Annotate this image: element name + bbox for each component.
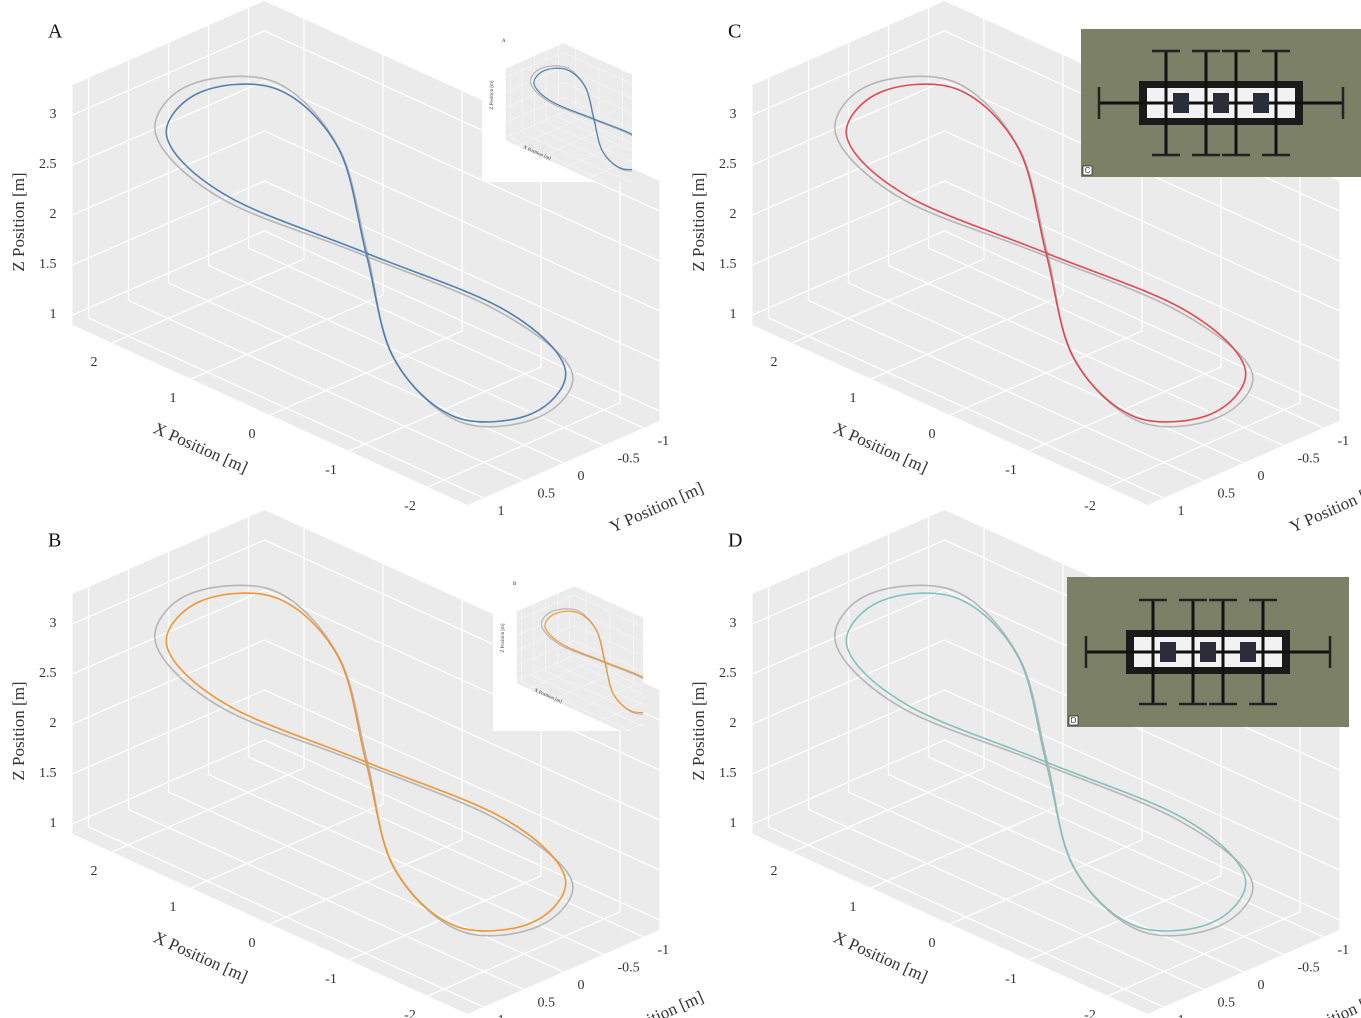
x-tick-label: -2 — [1084, 1008, 1096, 1018]
y-tick-label: -1 — [1338, 434, 1350, 449]
z-tick-label: 2.5 — [719, 157, 737, 172]
x-tick-label: -1 — [325, 972, 337, 987]
x-tick-label: -1 — [325, 463, 337, 478]
y-tick-label: 1 — [1178, 504, 1185, 519]
inset: C — [1081, 29, 1361, 177]
z-tick-label: 3 — [730, 107, 737, 122]
photo-label: D — [1071, 716, 1077, 725]
panel: -2 -1 0 1 2 -1 -0.5 0 0.5 1 1 1.5 2 2.5 3 X Position [m… — [9, 510, 706, 1018]
z-axis-label: Z Position [m] — [9, 172, 28, 271]
panel: -2 -1 0 1 2 -1 -0.5 0 0.5 1 1 1.5 2 2.5 3 X Position [m… — [9, 1, 706, 536]
x-axis-label: X Position [m] — [831, 928, 931, 986]
z-axis-label: Z Position [m] — [689, 172, 708, 271]
electronics — [1240, 642, 1256, 662]
y-tick-label: -1 — [1338, 943, 1350, 958]
x-tick-label: 0 — [249, 936, 256, 951]
z-tick-label: 1 — [730, 307, 737, 322]
panel: -2 -1 0 1 2 -1 -0.5 0 0.5 1 1 1.5 2 2.5 3 X Position [m… — [689, 1, 1361, 536]
z-tick-label: 2.5 — [39, 666, 57, 681]
x-tick-label: 2 — [771, 355, 778, 370]
y-tick-label: 0.5 — [1218, 996, 1236, 1011]
z-tick-label: 1.5 — [719, 766, 737, 781]
y-tick-label: -0.5 — [618, 452, 640, 467]
inset-z-label: Z Position [m] — [501, 623, 506, 653]
x-tick-label: -1 — [1005, 463, 1017, 478]
z-tick-label: 1.5 — [719, 257, 737, 272]
z-tick-label: 3 — [50, 616, 57, 631]
z-tick-label: 2.5 — [719, 666, 737, 681]
z-tick-label: 1.5 — [39, 766, 57, 781]
y-axis-label: Y Position [m] — [607, 478, 706, 536]
x-tick-label: 0 — [929, 936, 936, 951]
z-tick-label: 2 — [50, 207, 57, 222]
x-tick-label: 1 — [170, 391, 177, 406]
z-tick-label: 2 — [730, 207, 737, 222]
x-axis-label: X Position [m] — [831, 419, 931, 477]
x-axis-label: X Position [m] — [151, 928, 251, 986]
x-tick-label: 2 — [91, 864, 98, 879]
x-tick-label: 1 — [850, 391, 857, 406]
inset-z-label: Z Position [m] — [490, 80, 495, 110]
z-tick-label: 2.5 — [39, 157, 57, 172]
y-tick-label: 0 — [1258, 978, 1265, 993]
inset: D — [1067, 577, 1349, 727]
electronics — [1253, 93, 1269, 113]
y-tick-label: 0.5 — [538, 996, 556, 1011]
x-tick-label: -2 — [404, 1008, 416, 1018]
x-tick-label: -1 — [1005, 972, 1017, 987]
y-tick-label: -0.5 — [618, 961, 640, 976]
x-tick-label: 2 — [91, 355, 98, 370]
x-tick-label: 1 — [850, 900, 857, 915]
y-tick-label: 0 — [578, 978, 585, 993]
x-tick-label: 1 — [170, 900, 177, 915]
panel: -2 -1 0 1 2 -1 -0.5 0 0.5 1 1 1.5 2 2.5 3 X Position [m… — [689, 510, 1361, 1018]
y-axis-label: Y Position [m] — [1287, 478, 1361, 536]
panel-label: D — [728, 530, 742, 552]
y-tick-label: 1 — [1178, 1013, 1185, 1018]
y-tick-label: 1 — [498, 1013, 505, 1018]
electronics — [1160, 642, 1176, 662]
x-axis-label: X Position [m] — [151, 419, 251, 477]
z-axis-label: Z Position [m] — [9, 681, 28, 780]
z-tick-label: 1 — [50, 816, 57, 831]
y-tick-label: 0 — [1258, 469, 1265, 484]
z-tick-label: 3 — [50, 107, 57, 122]
x-tick-label: -2 — [404, 499, 416, 514]
x-tick-label: -2 — [1084, 499, 1096, 514]
figure: -2 -1 0 1 2 -1 -0.5 0 0.5 1 1 1.5 2 2.5 3 X Position [m… — [0, 0, 1361, 1018]
z-tick-label: 1 — [50, 307, 57, 322]
x-tick-label: 0 — [249, 427, 256, 442]
x-tick-label: 2 — [771, 864, 778, 879]
y-tick-label: 1 — [498, 504, 505, 519]
photo-label: C — [1085, 166, 1091, 175]
panel-label: B — [48, 530, 61, 552]
z-tick-label: 3 — [730, 616, 737, 631]
y-tick-label: 0.5 — [538, 487, 556, 502]
y-tick-label: -1 — [658, 434, 670, 449]
panel-label: A — [48, 21, 63, 43]
y-axis-label: Y Position [m] — [607, 987, 706, 1018]
y-tick-label: 0 — [578, 469, 585, 484]
z-tick-label: 2 — [730, 716, 737, 731]
inset-title: A — [502, 39, 506, 44]
y-tick-label: -0.5 — [1298, 452, 1320, 467]
electronics — [1200, 642, 1216, 662]
y-axis-label: Y Position [m] — [1287, 987, 1361, 1018]
z-tick-label: 1 — [730, 816, 737, 831]
x-tick-label: 0 — [929, 427, 936, 442]
panel-label: C — [728, 21, 741, 43]
z-axis-label: Z Position [m] — [689, 681, 708, 780]
electronics — [1213, 93, 1229, 113]
y-tick-label: -1 — [658, 943, 670, 958]
electronics — [1173, 93, 1189, 113]
inset: BZ Position [m]X Position [m] — [493, 578, 693, 738]
z-tick-label: 1.5 — [39, 257, 57, 272]
inset: AZ Position [m]X Position [m] — [482, 35, 682, 195]
y-tick-label: -0.5 — [1298, 961, 1320, 976]
y-tick-label: 0.5 — [1218, 487, 1236, 502]
z-tick-label: 2 — [50, 716, 57, 731]
